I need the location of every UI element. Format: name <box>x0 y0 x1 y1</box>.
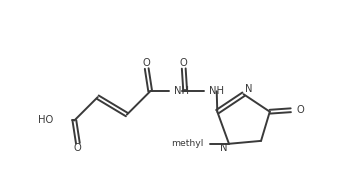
Text: HO: HO <box>38 115 53 125</box>
Text: O: O <box>74 143 82 153</box>
Text: NH: NH <box>174 86 189 96</box>
Text: O: O <box>143 58 150 68</box>
Text: N: N <box>245 84 253 94</box>
Text: methyl: methyl <box>171 139 204 148</box>
Text: O: O <box>180 58 188 68</box>
Text: N: N <box>220 143 228 153</box>
Text: O: O <box>296 105 304 115</box>
Text: NH: NH <box>209 86 224 96</box>
